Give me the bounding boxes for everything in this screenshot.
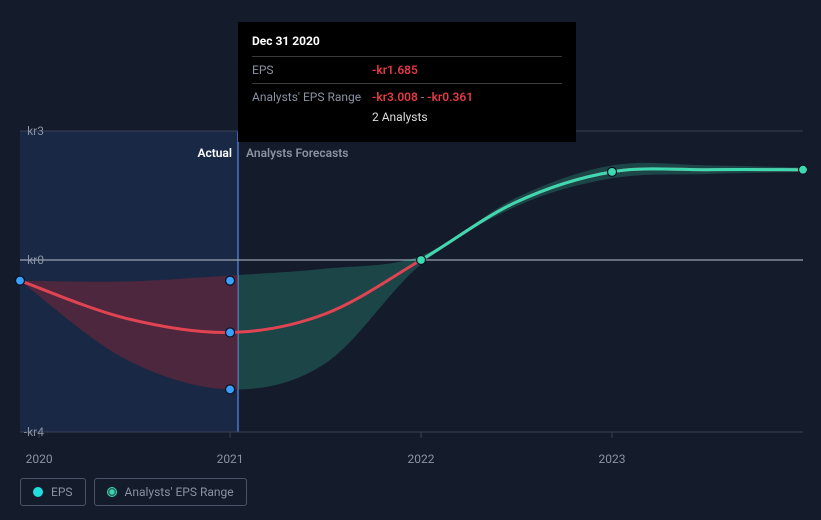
chart-legend: EPS Analysts' EPS Range bbox=[20, 478, 247, 506]
legend-item-1[interactable]: Analysts' EPS Range bbox=[94, 478, 247, 506]
actual-label: Actual bbox=[197, 146, 232, 160]
legend-label: EPS bbox=[51, 485, 73, 499]
tooltip-range-label: Analysts' EPS Range bbox=[252, 88, 372, 106]
y-tick-label: kr3 bbox=[27, 124, 44, 138]
y-tick-label: kr0 bbox=[27, 253, 44, 267]
x-tick-label: 2020 bbox=[26, 452, 53, 466]
legend-swatch bbox=[107, 487, 117, 497]
x-tick-label: 2023 bbox=[599, 452, 626, 466]
legend-label: Analysts' EPS Range bbox=[125, 485, 234, 499]
tooltip-range-low: -kr3.008 bbox=[372, 90, 418, 104]
tooltip-analyst-count: 2 Analysts bbox=[252, 108, 562, 126]
chart-tooltip: Dec 31 2020 EPS -kr1.685 Analysts' EPS R… bbox=[238, 22, 576, 142]
tooltip-eps-label: EPS bbox=[252, 61, 372, 79]
legend-swatch bbox=[33, 487, 43, 497]
x-tick-label: 2022 bbox=[408, 452, 435, 466]
x-tick-label: 2021 bbox=[217, 452, 244, 466]
y-tick-label: -kr4 bbox=[24, 425, 44, 439]
tooltip-range-sep: - bbox=[418, 90, 427, 104]
forecast-label: Analysts Forecasts bbox=[246, 146, 348, 160]
tooltip-range-high: -kr0.361 bbox=[427, 90, 473, 104]
tooltip-eps-value: -kr1.685 bbox=[372, 63, 418, 77]
tooltip-date: Dec 31 2020 bbox=[252, 32, 562, 57]
legend-item-0[interactable]: EPS bbox=[20, 478, 86, 506]
